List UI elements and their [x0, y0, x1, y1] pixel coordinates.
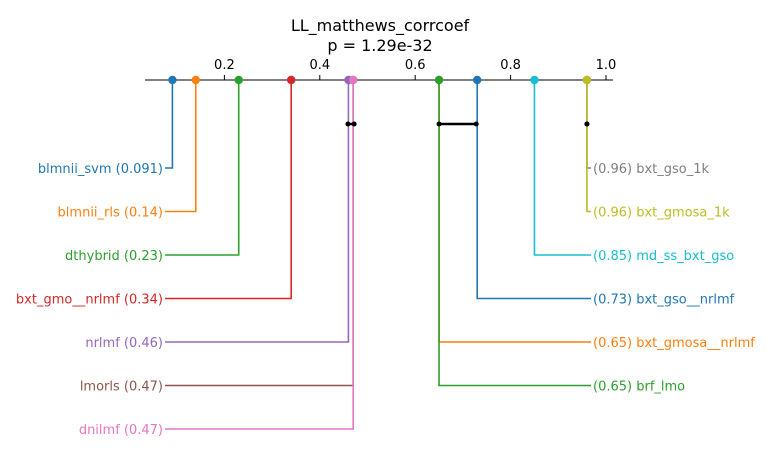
method-lines: [165, 75, 592, 430]
tick-label: 0.4: [309, 58, 330, 73]
method-line: [165, 80, 350, 343]
method-marker: [582, 75, 592, 85]
tick-label: 1.0: [596, 58, 617, 73]
method-labels: blmnii_svm (0.091) blmnii_rls (0.14) dthyb…: [16, 162, 755, 438]
method-marker: [234, 75, 243, 85]
method-label: (0.65) brf_lmo: [593, 380, 685, 395]
method-line: [438, 80, 591, 343]
group-endpoint: [584, 121, 590, 127]
tick-label: 0.2: [214, 58, 235, 73]
method-line: [533, 80, 591, 256]
tick-label: 0.8: [500, 58, 521, 73]
method-marker: [434, 75, 444, 85]
group-bars: [345, 121, 590, 127]
method-label: blmnii_rls (0.14): [58, 206, 163, 221]
method-marker: [191, 75, 200, 85]
method-line: [438, 80, 591, 387]
method-label: dnilmf (0.47): [79, 423, 163, 438]
tick-label: 0.6: [405, 58, 426, 73]
method-line: [165, 80, 354, 387]
method-marker: [473, 75, 482, 85]
method-marker: [286, 75, 296, 85]
method-line: [586, 80, 591, 213]
method-line: [165, 80, 354, 430]
method-line: [165, 80, 197, 213]
group-endpoint: [351, 121, 357, 127]
method-label: bxt_gmo__nrlmf (0.34): [16, 293, 163, 308]
method-label: (0.85) md_ss_bxt_gso: [593, 249, 734, 264]
method-line: [165, 80, 240, 256]
method-line: [476, 80, 591, 300]
axis-ticks: 0.2 0.4 0.6 0.8 1.0: [214, 58, 616, 80]
method-marker: [530, 75, 539, 85]
method-label: (0.96) bxt_gmosa_1k: [593, 206, 730, 221]
method-marker: [348, 75, 358, 85]
method-marker: [168, 75, 177, 85]
method-label: lmorls (0.47): [80, 380, 163, 395]
method-label: (0.73) bxt_gso__nrlmf: [593, 293, 735, 308]
chart-title: LL_matthews_corrcoef: [291, 16, 470, 36]
method-label: dthybrid (0.23): [65, 249, 163, 264]
method-label: blmnii_svm (0.091): [38, 162, 163, 177]
group-endpoint: [436, 121, 442, 127]
group-endpoint: [345, 121, 351, 127]
method-label: (0.65) bxt_gmosa__nrlmf: [593, 336, 755, 351]
method-label: nrlmf (0.46): [85, 336, 163, 351]
method-line: [165, 80, 292, 300]
chart-subtitle: p = 1.29e-32: [327, 36, 432, 55]
group-endpoint: [473, 121, 479, 127]
method-line: [165, 80, 174, 169]
method-label: (0.96) bxt_gso_1k: [593, 162, 710, 177]
